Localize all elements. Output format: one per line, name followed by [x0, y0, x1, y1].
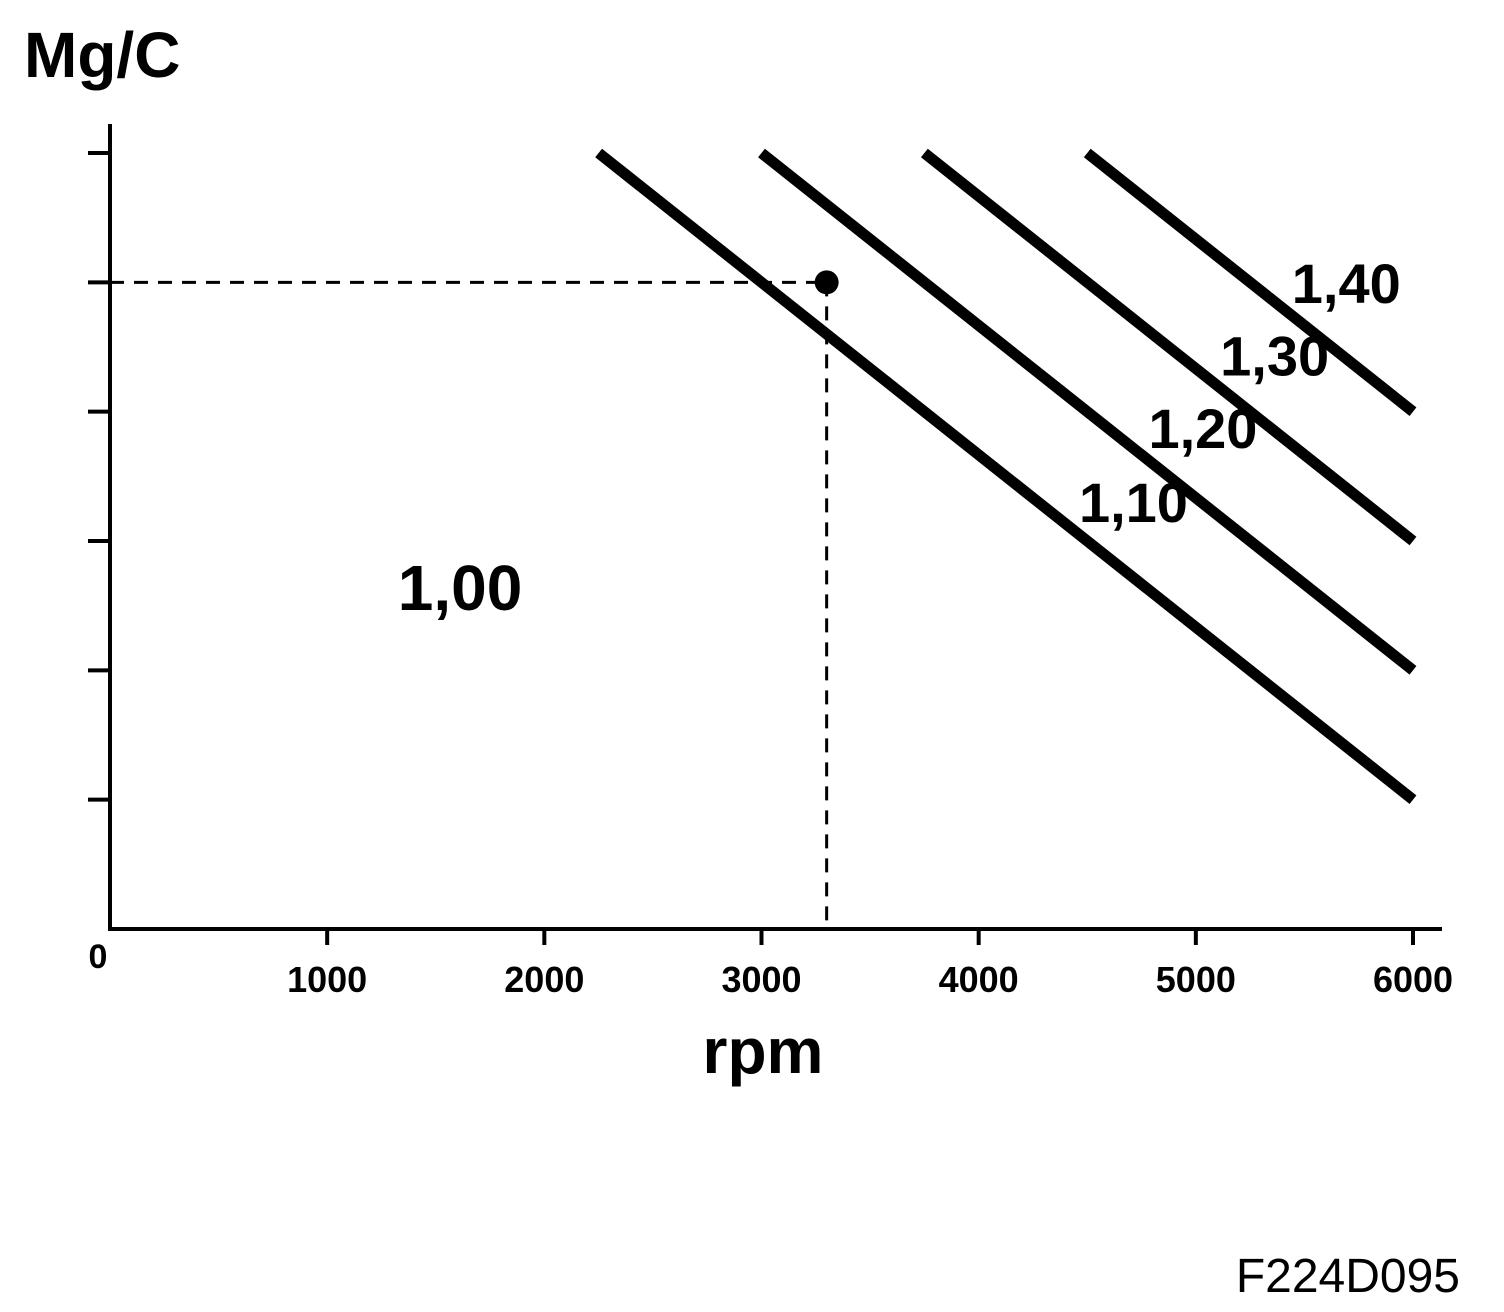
y-axis-label: Mg/C	[24, 19, 180, 91]
series-lines	[595, 148, 1417, 804]
x-ticks: 1000 2000 3000 4000 5000 6000	[287, 929, 1453, 1000]
series-label: 1,20	[1148, 397, 1257, 460]
series-label: 1,40	[1292, 252, 1401, 315]
series-line	[1083, 148, 1417, 416]
axes	[108, 124, 1442, 931]
series-line	[595, 148, 1417, 804]
x-tick-label: 1000	[287, 959, 367, 1000]
series-label: 1,30	[1220, 325, 1329, 388]
x-tick-label: 5000	[1156, 959, 1236, 1000]
figure-id: F224D095	[1236, 1250, 1460, 1303]
origin-label: 0	[89, 938, 108, 976]
region-label: 1,00	[398, 552, 523, 624]
guide-lines	[110, 280, 829, 929]
series-line	[758, 148, 1417, 675]
x-tick-label: 6000	[1373, 959, 1453, 1000]
x-tick-label: 2000	[504, 959, 584, 1000]
series-labels: 1,10 1,20 1,30 1,40	[1079, 252, 1401, 534]
x-tick-label: 4000	[939, 959, 1019, 1000]
x-axis-label: rpm	[703, 1015, 824, 1087]
series-label: 1,10	[1079, 471, 1188, 534]
series-line	[920, 148, 1417, 546]
x-tick-label: 3000	[721, 959, 801, 1000]
marker-point	[814, 270, 839, 295]
y-ticks	[88, 151, 110, 802]
